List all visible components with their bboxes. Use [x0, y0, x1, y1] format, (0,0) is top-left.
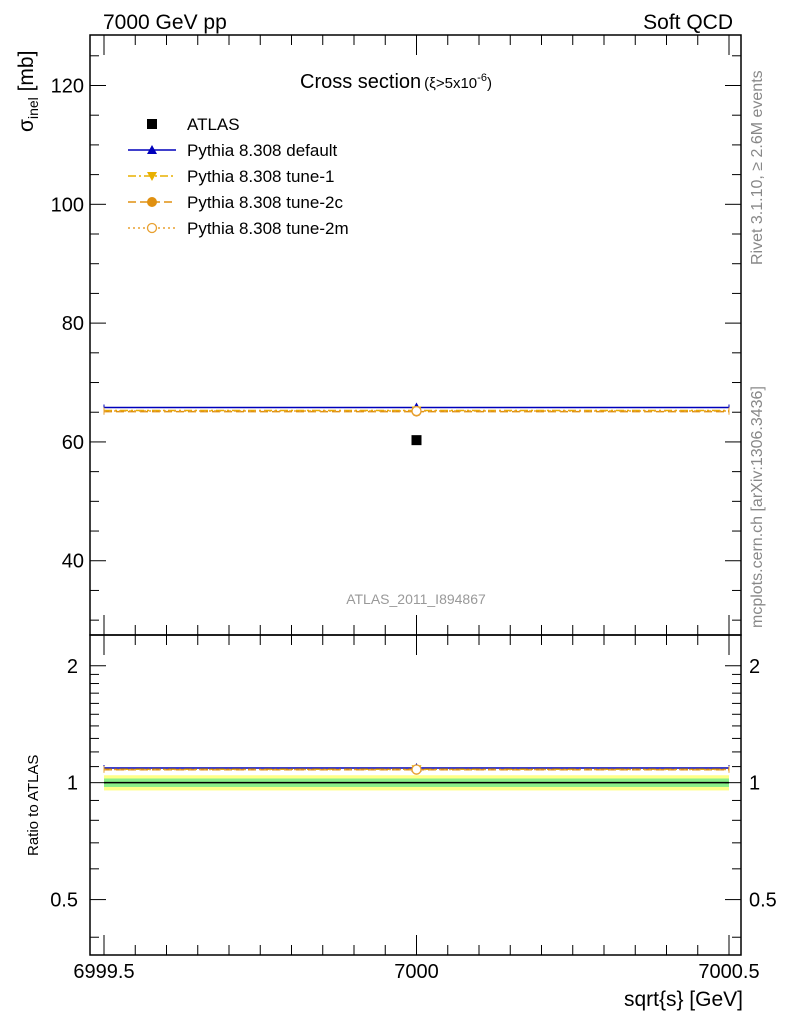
header-right: Soft QCD	[643, 11, 733, 34]
main-title-cut-suffix: )	[487, 75, 492, 92]
x-tick-label: 7000.5	[698, 961, 759, 983]
main-ticks: 40 60 80 100 120	[51, 35, 741, 635]
ratio-y-tick-label: 1	[67, 773, 78, 795]
mcplots-label: mcplots.cern.ch [arXiv:1306.3436]	[749, 386, 766, 628]
legend: ATLAS Pythia 8.308 default Pythia 8.308 tu…	[128, 115, 349, 238]
ratio-bands	[104, 775, 729, 791]
ratio-panel: 0.5 0.5 1 1 2 2 6999.5 7000 7000.5 Ratio to ATLA…	[25, 634, 777, 1011]
main-series	[103, 402, 730, 446]
ratio-y-tick-label: 0.5	[50, 890, 78, 912]
legend-marker	[146, 222, 158, 234]
legend-marker	[147, 172, 157, 181]
header-left: 7000 GeV pp	[103, 11, 227, 34]
ratio-y-tick-label-right: 1	[749, 773, 760, 795]
ratio-y-tick-label: 2	[67, 656, 78, 678]
ratio-ticks: 0.5 0.5 1 1 2 2 6999.5 7000 7000.5	[50, 635, 777, 983]
y-tick-label: 40	[62, 551, 84, 573]
legend-marker	[147, 119, 157, 129]
y-tick-label: 80	[62, 313, 84, 335]
main-ylabel-unit: [mb]	[15, 51, 38, 98]
ratio-y-tick-label-right: 0.5	[749, 890, 777, 912]
main-title: Cross section (ξ>5x10-6)	[300, 71, 492, 93]
legend-label: Pythia 8.308 tune-2m	[187, 219, 349, 238]
ratio-ylabel: Ratio to ATLAS	[25, 755, 42, 856]
series-point	[411, 405, 422, 417]
main-panel: 40 60 80 100 120 Cross section (ξ>5x10-6) σin…	[15, 34, 742, 636]
main-ylabel: σinel [mb]	[15, 51, 41, 132]
y-tick-label: 60	[62, 432, 84, 454]
legend-marker	[147, 145, 157, 154]
ratio-frame	[89, 634, 742, 956]
main-ylabel-sub: inel	[25, 97, 41, 119]
y-tick-label: 120	[51, 75, 84, 97]
main-title-cut: (ξ>5x10	[424, 75, 477, 92]
main-title-cut-exp: -6	[477, 72, 487, 84]
ratio-y-tick-label-right: 2	[749, 656, 760, 678]
xlabel: sqrt{s} [GeV]	[624, 988, 743, 1011]
legend-label: Pythia 8.308 default	[187, 141, 338, 160]
x-tick-label: 7000	[394, 961, 439, 983]
rivet-label: Rivet 3.1.10, ≥ 2.6M events	[749, 70, 766, 265]
y-tick-label: 100	[51, 194, 84, 216]
main-ylabel-sym: σ	[15, 119, 38, 132]
legend-label: Pythia 8.308 tune-2c	[187, 193, 343, 212]
main-title-text: Cross section	[300, 71, 421, 93]
ratio-series-point	[411, 764, 422, 775]
ratio-series	[103, 762, 730, 775]
legend-label: Pythia 8.308 tune-1	[187, 167, 334, 186]
data-point	[411, 435, 422, 446]
legend-label: ATLAS	[187, 115, 240, 134]
legend-marker	[147, 197, 157, 207]
x-tick-label: 6999.5	[73, 961, 134, 983]
analysis-id: ATLAS_2011_I894867	[346, 591, 486, 607]
